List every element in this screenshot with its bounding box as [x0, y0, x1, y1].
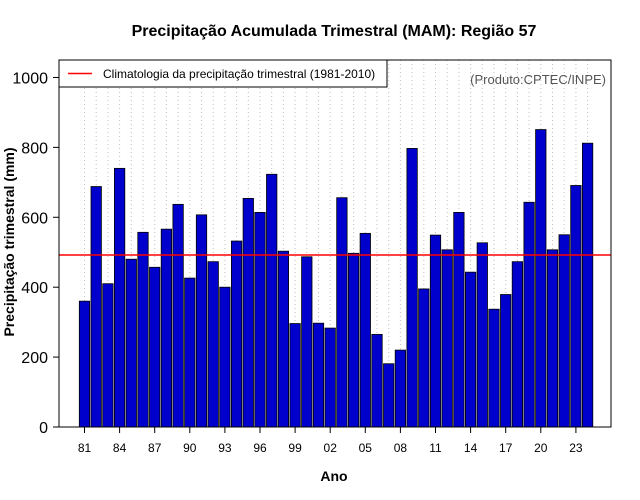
bar-1994	[230, 240, 243, 428]
y-axis: 0 200 400 600 800 1000	[12, 70, 59, 437]
legend-label: Climatologia da precipitação trimestral …	[103, 67, 375, 81]
bar-1987	[149, 266, 161, 428]
legend-box	[58, 59, 388, 88]
x-tick-label: 23	[569, 441, 583, 455]
bar-1986	[137, 231, 149, 428]
legend: Climatologia da precipitação trimestral …	[58, 59, 388, 88]
bar-1982	[90, 186, 102, 428]
bar-1984	[114, 167, 126, 428]
y-tick-label: 400	[21, 280, 48, 297]
x-axis: 81 84 87 90 93 96 99 02 05 08 11 14 17 20 23	[78, 427, 583, 455]
bar-1983	[102, 283, 114, 428]
bar-1997	[266, 173, 278, 428]
bar-1988	[160, 228, 172, 428]
bar-1992	[207, 261, 219, 428]
bar-2002	[324, 327, 336, 428]
bar-2017	[500, 294, 512, 428]
bar-2004	[347, 252, 360, 428]
bar-1985	[125, 258, 137, 428]
bar-1989	[172, 203, 184, 428]
bar-1990	[184, 277, 196, 428]
x-tick-label: 11	[429, 441, 442, 455]
bar-2018	[511, 261, 524, 428]
bar-series	[78, 129, 594, 428]
bar-2024	[582, 142, 594, 428]
x-tick-label: 93	[218, 441, 232, 455]
y-tick-label: 600	[21, 210, 48, 227]
y-tick-label: 0	[39, 420, 48, 437]
bar-2005	[359, 232, 371, 428]
x-tick-label: 02	[324, 441, 338, 455]
bar-1981	[78, 300, 91, 428]
x-tick-label: 84	[113, 441, 127, 455]
x-tick-label: 08	[394, 441, 408, 455]
bar-1991	[195, 214, 208, 428]
x-tick-label: 14	[464, 441, 478, 455]
bar-2014	[464, 271, 477, 428]
bar-1999	[289, 323, 301, 428]
bar-2012	[441, 249, 453, 428]
bar-2003	[336, 197, 348, 428]
bar-2019	[523, 201, 535, 428]
bar-2001	[312, 322, 325, 428]
x-tick-label: 87	[148, 441, 162, 455]
bar-2013	[453, 211, 465, 428]
y-tick-label: 1000	[12, 70, 48, 87]
bar-2009	[406, 148, 418, 428]
bar-1998	[277, 250, 290, 428]
x-tick-label: 99	[288, 441, 302, 455]
bar-2023	[570, 185, 582, 428]
bar-2008	[394, 349, 407, 428]
y-tick-label: 200	[21, 350, 48, 367]
bar-2011	[429, 234, 442, 428]
bar-2000	[301, 256, 313, 428]
x-tick-label: 05	[359, 441, 373, 455]
bar-2020	[535, 129, 547, 428]
x-axis-label: Ano	[320, 468, 347, 484]
y-axis-label: Precipitação trimestral (mm)	[1, 147, 17, 336]
bar-1993	[219, 286, 231, 428]
x-tick-label: 17	[499, 441, 513, 455]
y-tick-label: 800	[21, 140, 48, 157]
bar-2006	[371, 333, 383, 428]
x-tick-label: 90	[183, 441, 197, 455]
x-tick-label: 20	[534, 441, 548, 455]
bar-2010	[418, 288, 430, 428]
chart-title: Precipitação Acumulada Trimestral (MAM):…	[132, 23, 537, 40]
bar-2021	[546, 249, 559, 428]
x-tick-label: 96	[253, 441, 267, 455]
bar-2022	[558, 234, 570, 428]
bar-2007	[383, 363, 395, 428]
bar-1996	[254, 211, 266, 428]
bar-2015	[476, 242, 488, 428]
bar-2016	[488, 308, 500, 428]
source-watermark: (Produto:CPTEC/INPE)	[470, 72, 606, 87]
bar-1995	[242, 198, 254, 428]
x-tick-label: 81	[78, 441, 92, 455]
